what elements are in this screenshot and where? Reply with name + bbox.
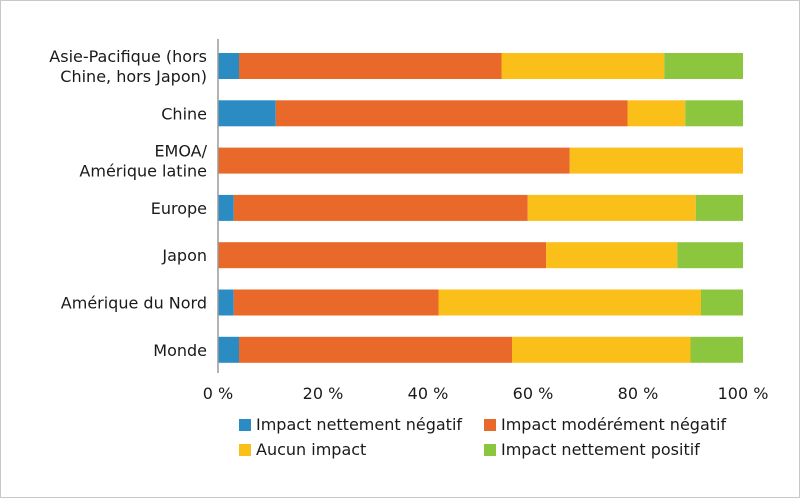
x-tick-label-40: 40 % bbox=[408, 384, 449, 403]
bar-segment-1-2 bbox=[239, 53, 502, 79]
bars-layer bbox=[218, 53, 743, 363]
bar-segment-2-2 bbox=[275, 100, 628, 127]
bar-segment-6-3 bbox=[438, 289, 701, 316]
category-label-3-line-2: Amérique latine bbox=[79, 162, 207, 181]
bar-segment-7-2 bbox=[239, 336, 512, 363]
legend-label-2: Impact modérément négatif bbox=[501, 415, 726, 434]
x-tick-label-0: 0 % bbox=[203, 384, 233, 403]
bar-segment-1-1 bbox=[218, 53, 239, 79]
bar-segment-3-2 bbox=[218, 147, 570, 174]
legend: Impact nettement négatif Impact modérémen… bbox=[239, 415, 726, 459]
x-tick-label-100: 100 % bbox=[718, 384, 769, 403]
bar-segment-4-1 bbox=[218, 194, 234, 221]
category-label-7: Monde bbox=[153, 341, 207, 360]
bar-segment-1-3 bbox=[501, 53, 665, 79]
legend-label-3: Aucun impact bbox=[256, 440, 366, 459]
legend-swatch-2 bbox=[484, 419, 496, 431]
legend-label-4: Impact nettement positif bbox=[501, 440, 700, 459]
bar-segment-5-3 bbox=[546, 242, 678, 269]
bar-segment-1-4 bbox=[664, 53, 743, 79]
legend-label-1: Impact nettement négatif bbox=[256, 415, 462, 434]
bar-segment-2-3 bbox=[627, 100, 686, 127]
bar-segment-5-4 bbox=[677, 242, 743, 269]
category-label-1-line-1: Asie-Pacifique (hors bbox=[49, 47, 207, 66]
category-label-2: Chine bbox=[161, 104, 207, 123]
category-label-1-line-2: Chine, hors Japon) bbox=[60, 67, 207, 86]
bar-segment-7-1 bbox=[218, 336, 239, 363]
category-label-6: Amérique du Nord bbox=[61, 294, 207, 313]
bar-segment-4-2 bbox=[233, 194, 528, 221]
bar-segment-4-4 bbox=[695, 194, 743, 221]
category-label-5: Japon bbox=[161, 246, 207, 265]
bar-segment-5-2 bbox=[218, 242, 547, 269]
category-label-3-line-1: EMOA/ bbox=[154, 142, 207, 161]
category-label-4: Europe bbox=[151, 199, 207, 218]
x-tick-label-60: 60 % bbox=[513, 384, 554, 403]
bar-segment-3-3 bbox=[569, 147, 743, 174]
x-tick-label-80: 80 % bbox=[618, 384, 659, 403]
bar-segment-7-4 bbox=[690, 336, 743, 363]
bar-segment-6-2 bbox=[233, 289, 439, 316]
bar-segment-6-1 bbox=[218, 289, 234, 316]
bar-segment-2-1 bbox=[218, 100, 276, 127]
x-tick-label-20: 20 % bbox=[303, 384, 344, 403]
legend-swatch-3 bbox=[239, 444, 251, 456]
bar-segment-4-3 bbox=[527, 194, 696, 221]
legend-swatch-1 bbox=[239, 419, 251, 431]
legend-swatch-4 bbox=[484, 444, 496, 456]
x-tick-labels: 0 % 20 % 40 % 60 % 80 % 100 % bbox=[203, 384, 769, 403]
bar-segment-7-3 bbox=[512, 336, 691, 363]
bar-segment-6-4 bbox=[701, 289, 743, 316]
bar-segment-2-4 bbox=[685, 100, 743, 127]
